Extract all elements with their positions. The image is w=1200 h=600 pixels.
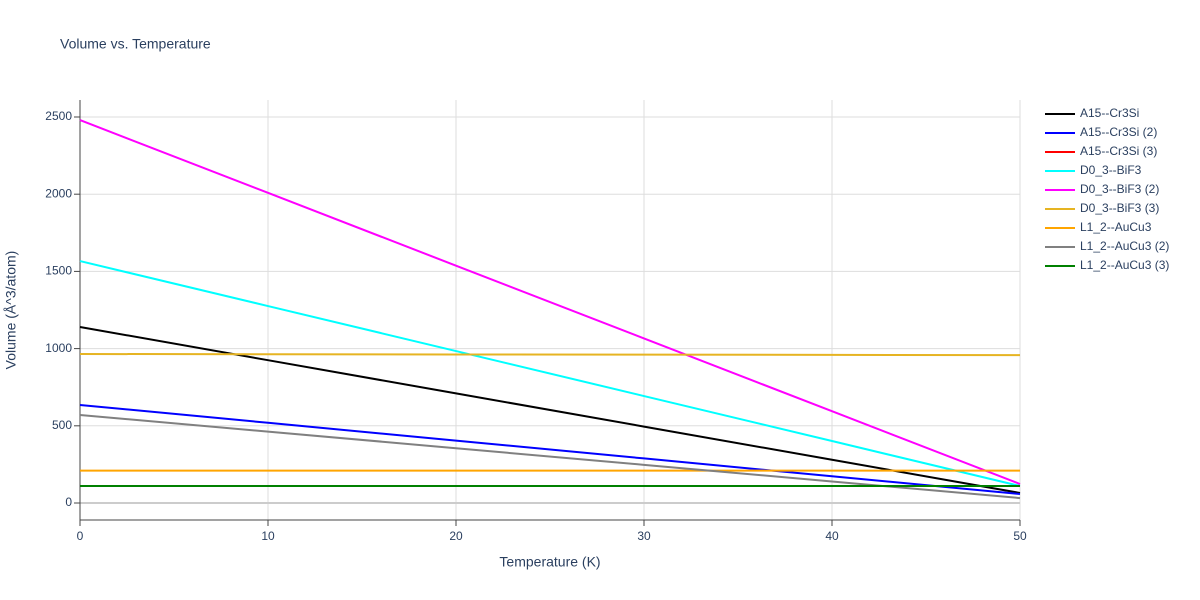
x-tick-label: 10 bbox=[261, 529, 275, 543]
y-tick-label: 500 bbox=[52, 418, 72, 432]
legend-label: D0_3--BiF3 (3) bbox=[1080, 201, 1159, 215]
plot-lines bbox=[79, 119, 1021, 500]
legend-label: L1_2--AuCu3 (3) bbox=[1080, 258, 1169, 272]
x-tick-label: 0 bbox=[77, 529, 84, 543]
legend-label: L1_2--AuCu3 bbox=[1080, 220, 1152, 234]
series-line bbox=[79, 260, 1021, 488]
chart-title: Volume vs. Temperature bbox=[60, 36, 211, 52]
y-axis-title: Volume (Å^3/atom) bbox=[3, 251, 19, 370]
y-tick-label: 1500 bbox=[45, 264, 72, 278]
y-tick-label: 0 bbox=[65, 495, 72, 509]
series-line bbox=[79, 403, 1021, 496]
legend-label: L1_2--AuCu3 (2) bbox=[1080, 239, 1169, 253]
legend: A15--Cr3Si A15--Cr3Si (2) A15--Cr3Si (3) D0… bbox=[1045, 106, 1169, 272]
y-tick-label: 1000 bbox=[45, 341, 72, 355]
x-tick-label: 50 bbox=[1013, 529, 1027, 543]
y-tick-label: 2500 bbox=[45, 109, 72, 123]
x-tick-label: 30 bbox=[637, 529, 651, 543]
series-line bbox=[79, 353, 1021, 357]
x-axis-title: Temperature (K) bbox=[499, 554, 600, 570]
legend-label: A15--Cr3Si bbox=[1080, 106, 1139, 120]
x-tick-label: 40 bbox=[825, 529, 839, 543]
legend-label: A15--Cr3Si (3) bbox=[1080, 144, 1157, 158]
y-tick-label: 2000 bbox=[45, 186, 72, 200]
legend-label: D0_3--BiF3 bbox=[1080, 163, 1142, 177]
legend-label: D0_3--BiF3 (2) bbox=[1080, 182, 1159, 196]
series-line bbox=[79, 326, 1021, 494]
legend-label: A15--Cr3Si (2) bbox=[1080, 125, 1157, 139]
series-line bbox=[79, 414, 1021, 500]
series-line bbox=[79, 119, 1021, 485]
x-tick-label: 20 bbox=[449, 529, 463, 543]
